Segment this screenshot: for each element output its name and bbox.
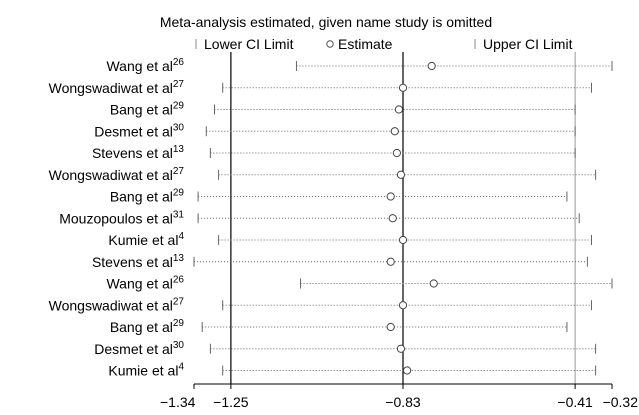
study-label: Wang et al26 <box>106 275 184 292</box>
study-label: Kumie et al4 <box>108 231 184 248</box>
study-label: Bang et al29 <box>110 101 185 118</box>
study-row: Wang et al26 <box>106 57 613 74</box>
study-label: Mouzopoulos et al31 <box>59 209 184 226</box>
estimate-point <box>390 127 399 136</box>
study-name: Stevens et al <box>92 254 173 270</box>
study-reference: 29 <box>173 318 185 329</box>
study-label: Stevens et al13 <box>92 253 184 270</box>
study-label: Wongswadiwat et al27 <box>49 166 185 183</box>
study-row: Desmet et al30 <box>94 122 576 139</box>
study-name: Stevens et al <box>92 145 173 161</box>
study-name: Mouzopoulos et al <box>59 210 173 226</box>
study-label: Desmet et al30 <box>94 340 184 357</box>
study-reference: 26 <box>173 275 185 286</box>
study-name: Bang et al <box>110 189 173 205</box>
estimate-point <box>429 279 438 288</box>
study-row: Kumie et al4 <box>108 362 597 379</box>
estimate-point <box>398 235 408 245</box>
study-row: Desmet et al30 <box>94 340 597 357</box>
estimate-point <box>396 344 406 353</box>
legend-label-upper-ci-limit: Upper CI Limit <box>483 36 573 52</box>
study-row: Kumie et al4 <box>108 231 593 248</box>
study-label: Desmet et al30 <box>94 122 184 139</box>
study-reference: 31 <box>173 209 185 220</box>
x-tick-label: −0.83 <box>385 394 421 410</box>
study-label: Wongswadiwat et al27 <box>49 296 185 313</box>
study-reference: 27 <box>173 296 185 307</box>
study-row: Wongswadiwat et al27 <box>49 166 597 183</box>
study-reference: 13 <box>173 253 185 264</box>
study-reference: 29 <box>173 101 185 112</box>
estimate-point <box>396 170 406 179</box>
study-row: Stevens et al13 <box>92 144 576 161</box>
x-tick-label: −0.32 <box>603 394 639 410</box>
study-name: Kumie et al <box>108 363 178 379</box>
study-reference: 29 <box>173 188 185 199</box>
estimate-point <box>386 257 395 266</box>
x-tick-label: −0.41 <box>557 394 593 410</box>
study-name: Wongswadiwat et al <box>49 167 173 183</box>
study-reference: 27 <box>173 166 185 177</box>
study-label: Wang et al26 <box>106 57 184 74</box>
study-row: Bang et al29 <box>110 101 576 118</box>
study-name: Bang et al <box>110 319 173 335</box>
estimate-point <box>427 61 436 71</box>
x-axis: −1.34 −1.25 −0.83 −0.41 −0.32 <box>160 383 639 410</box>
study-name: Wongswadiwat et al <box>49 80 173 96</box>
study-name: Wongswadiwat et al <box>49 297 173 313</box>
estimate-point <box>392 148 401 158</box>
estimate-point <box>394 105 404 114</box>
study-row: Wongswadiwat et al27 <box>49 296 593 313</box>
study-row: Bang et al29 <box>110 188 568 205</box>
estimate-point <box>402 366 412 375</box>
study-row: Wongswadiwat et al27 <box>49 79 593 96</box>
study-name: Desmet et al <box>94 123 173 139</box>
study-label: Wongswadiwat et al27 <box>49 79 185 96</box>
study-label: Kumie et al4 <box>108 362 184 379</box>
legend-symbol-estimate <box>326 40 334 48</box>
legend-label-lower-ci-limit: Lower CI Limit <box>204 36 294 52</box>
study-reference: 30 <box>173 340 185 351</box>
study-reference: 4 <box>178 362 184 373</box>
study-reference: 30 <box>173 122 185 133</box>
estimate-point <box>398 301 408 310</box>
study-name: Bang et al <box>110 102 173 118</box>
estimate-point <box>386 322 395 332</box>
x-tick-label: −1.34 <box>160 394 196 410</box>
study-name: Wang et al <box>106 276 172 292</box>
chart-title: Meta-analysis estimated, given name stud… <box>160 14 492 30</box>
study-row: Stevens et al13 <box>92 253 588 270</box>
estimate-point <box>398 83 408 92</box>
study-row: Wang et al26 <box>106 275 613 292</box>
study-name: Wang et al <box>106 58 172 74</box>
study-name: Desmet et al <box>94 341 173 357</box>
estimate-point <box>386 192 395 201</box>
estimate-point <box>388 214 397 223</box>
legend: Lower CI Limit Estimate Upper CI Limit <box>195 36 573 52</box>
study-reference: 26 <box>173 57 185 68</box>
study-label: Bang et al29 <box>110 188 185 205</box>
legend-label-estimate: Estimate <box>338 36 393 52</box>
study-reference: 4 <box>178 231 184 242</box>
study-reference: 27 <box>173 79 185 90</box>
study-reference: 13 <box>173 144 185 155</box>
x-tick-label: −1.25 <box>213 394 249 410</box>
study-name: Kumie et al <box>108 232 178 248</box>
study-label: Stevens et al13 <box>92 144 184 161</box>
study-row: Mouzopoulos et al31 <box>59 209 580 226</box>
study-label: Bang et al29 <box>110 318 185 335</box>
study-row: Bang et al29 <box>110 318 568 335</box>
